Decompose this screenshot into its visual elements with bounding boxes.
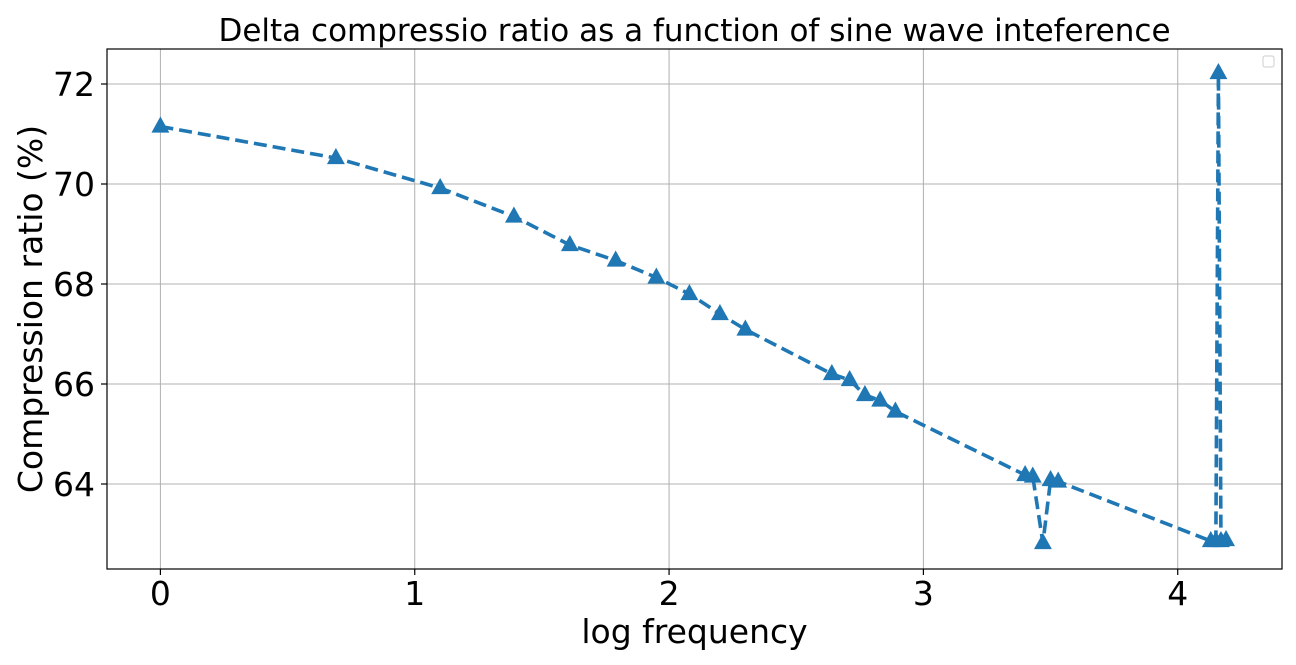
grid <box>107 49 1282 569</box>
ticks: 0 1 2 3 4 64 66 68 70 72 <box>53 65 1188 613</box>
x-tick-label: 3 <box>913 574 934 613</box>
data-point-marker <box>560 234 579 252</box>
data-point-marker <box>840 369 859 387</box>
data-point-marker <box>326 147 345 165</box>
data-point-marker <box>1049 471 1068 488</box>
data-point-marker <box>431 177 450 195</box>
data-point-marker <box>504 206 523 223</box>
data-point-marker <box>871 390 890 407</box>
data-point-marker <box>1217 529 1235 547</box>
y-tick-label: 66 <box>53 365 95 404</box>
data-point-marker <box>647 267 666 284</box>
x-tick-label: 0 <box>150 574 171 613</box>
data-point-marker <box>710 303 729 321</box>
y-tick-label: 70 <box>53 165 95 204</box>
y-tick-label: 64 <box>53 465 95 504</box>
data-point-marker <box>606 250 625 267</box>
y-tick-label: 72 <box>53 65 95 104</box>
data-point-marker <box>1209 62 1228 80</box>
series-layer <box>151 62 1235 550</box>
x-axis-label: log frequency <box>581 612 807 651</box>
x-tick-label: 4 <box>1167 574 1188 613</box>
y-axis-label: Compression ratio (%) <box>11 125 50 493</box>
data-point-marker <box>855 384 874 402</box>
x-tick-label: 1 <box>404 574 425 613</box>
data-point-marker <box>886 401 905 418</box>
data-point-marker <box>736 319 755 336</box>
data-point-marker <box>680 283 699 301</box>
data-point-marker <box>1023 466 1042 483</box>
legend-box <box>1262 55 1275 68</box>
data-point-marker <box>822 363 841 381</box>
data-point-marker <box>1033 532 1052 550</box>
x-tick-label: 2 <box>659 574 680 613</box>
chart-title: Delta compressio ratio as a function of … <box>218 13 1170 49</box>
data-point-marker <box>151 116 170 133</box>
y-tick-label: 68 <box>53 265 95 304</box>
plot-frame <box>106 48 1283 570</box>
